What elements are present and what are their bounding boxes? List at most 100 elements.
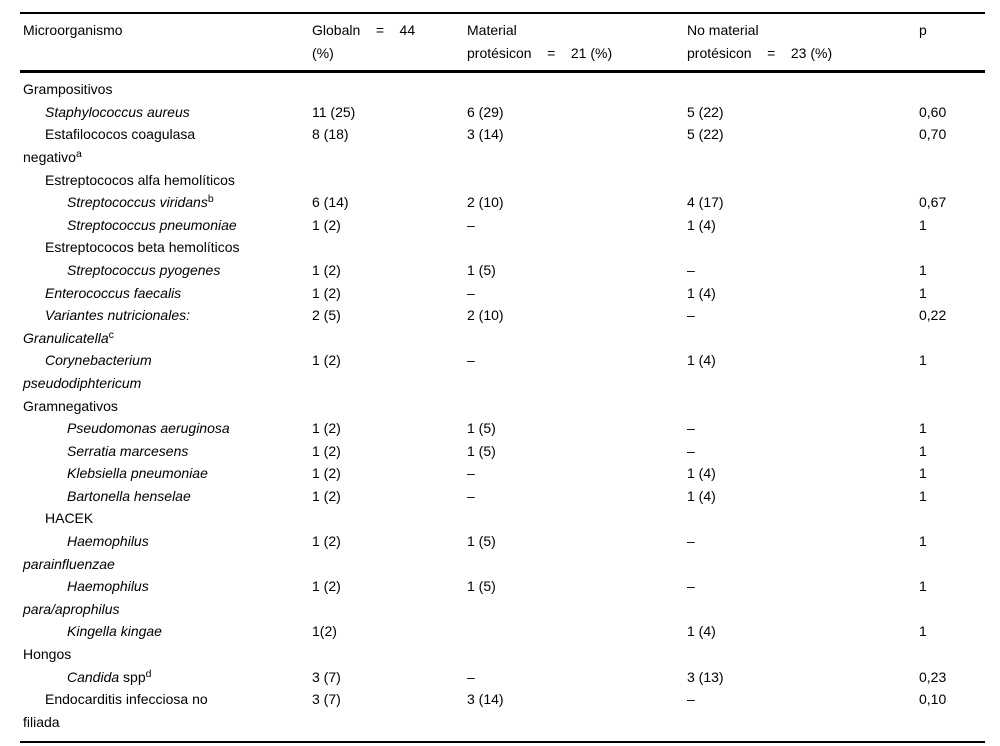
p-value: 0,23 [919, 668, 947, 685]
prosthetic-value: – [467, 216, 475, 233]
p-value [919, 236, 985, 259]
table-row-staphylococcus-aureus: Staphylococcus aureus 11 (25) 6 (29) 5 (22)… [20, 101, 985, 124]
p-value: 1 [919, 216, 927, 233]
label-text: Bartonella henselae [67, 487, 191, 504]
footnote-marker: c [108, 328, 114, 341]
p-value: 1 [919, 284, 927, 301]
header-microorganism: Microorganismo [20, 13, 312, 74]
table-row-section-hongos: Hongos [20, 643, 985, 666]
table-row-estafilococos-coagulasa-negativo: Estafilococos coagulasa negativoa 8 (18) 3… [20, 123, 985, 168]
footnote-marker: b [207, 193, 214, 206]
global-value: 3 (7) [312, 668, 341, 685]
global-value: 1 (2) [312, 487, 341, 504]
global-value: 1 (2) [312, 284, 341, 301]
p-value: 1 [919, 442, 927, 459]
table-row-estreptococos-beta-hemoliticos: Estreptococos beta hemolíticos [20, 236, 985, 259]
microorganism-label: Streptococcus pyogenes [20, 259, 312, 282]
no-prosthetic-value [687, 507, 919, 530]
global-value [312, 236, 467, 259]
no-prosthetic-value: 5 (22) [687, 126, 724, 143]
prosthetic-value [467, 507, 687, 530]
microorganism-label: Pseudomonas aeruginosa [20, 417, 312, 440]
header-no-prosthetic-material: No material protésicon = 23 (%) [687, 13, 919, 74]
no-prosthetic-value: 1 (4) [687, 352, 716, 369]
table-row-haemophilus-parainfluenzae: Haemophilus parainfluenzae 1 (2) 1 (5) – 1 [20, 530, 985, 575]
no-prosthetic-value: 1 (4) [687, 284, 716, 301]
label-text: Variantes nutricionales: Granulicatella [23, 307, 191, 346]
prosthetic-value: 3 (14) [467, 691, 504, 708]
label-text: Estreptococos beta hemolíticos [45, 239, 240, 256]
microorganism-label: Estreptococos alfa hemolíticos [20, 169, 312, 192]
microorganism-label: Grampositivos [20, 72, 312, 101]
microorganism-label: Klebsiella pneumoniae [20, 462, 312, 485]
prosthetic-value [467, 236, 687, 259]
p-value [919, 72, 985, 101]
label-text: Gramnegativos [23, 397, 118, 414]
label-text: Candida [67, 668, 120, 685]
table-header-row: Microorganismo Globaln = 44 (%) Material… [20, 13, 985, 74]
microorganism-table: Microorganismo Globaln = 44 (%) Material… [20, 12, 985, 744]
label-text: Grampositivos [23, 81, 113, 98]
p-value: 1 [919, 578, 927, 595]
microorganism-label: Streptococcus viridansb [20, 191, 312, 214]
microorganism-label: Endocarditis infecciosa no filiada [20, 688, 312, 742]
table-row-streptococcus-viridans: Streptococcus viridansb 6 (14) 2 (10) 4 (17… [20, 191, 985, 214]
label-text: Staphylococcus aureus [45, 103, 190, 120]
microorganism-label: Haemophilus para/aprophilus [20, 575, 312, 620]
microorganism-label: Estreptococos beta hemolíticos [20, 236, 312, 259]
p-value: 0,60 [919, 103, 947, 120]
prosthetic-value: 1 (5) [467, 578, 496, 595]
no-prosthetic-value: 1 (4) [687, 487, 716, 504]
p-value [919, 643, 985, 666]
p-value: 1 [919, 261, 927, 278]
global-value [312, 72, 467, 101]
prosthetic-value: – [467, 668, 475, 685]
prosthetic-value: – [467, 352, 475, 369]
no-prosthetic-value: 5 (22) [687, 103, 724, 120]
label-text: Streptococcus viridans [67, 194, 208, 211]
label-text: Streptococcus pneumoniae [67, 216, 237, 233]
table-row-pseudomonas-aeruginosa: Pseudomonas aeruginosa 1 (2) 1 (5) – 1 [20, 417, 985, 440]
table-row-endocarditis-infecciosa-no-filiada: Endocarditis infecciosa no filiada 3 (7) 3… [20, 688, 985, 742]
no-prosthetic-value: – [687, 578, 695, 595]
prosthetic-value: 2 (10) [467, 307, 504, 324]
table-row-klebsiella-pneumoniae: Klebsiella pneumoniae 1 (2) – 1 (4) 1 [20, 462, 985, 485]
table-row-section-grampositivos: Grampositivos [20, 72, 985, 101]
prosthetic-value [467, 72, 687, 101]
prosthetic-value: 1 (5) [467, 442, 496, 459]
microorganism-label: Staphylococcus aureus [20, 101, 312, 124]
table-row-candida-spp: Candida sppd 3 (7) –3 (13) 0,23 [20, 666, 985, 689]
no-prosthetic-value [687, 72, 919, 101]
p-value: 1 [919, 487, 927, 504]
prosthetic-value: 3 (14) [467, 126, 504, 143]
no-prosthetic-value: – [687, 420, 695, 437]
microorganism-label: HACEK [20, 507, 312, 530]
p-value: 0,67 [919, 194, 947, 211]
global-value: 1 (2) [312, 578, 341, 595]
p-value: 1 [919, 352, 927, 369]
label-text: Pseudomonas aeruginosa [67, 420, 230, 437]
no-prosthetic-value: – [687, 442, 695, 459]
label-text: Hongos [23, 646, 72, 663]
p-value [919, 169, 985, 192]
no-prosthetic-value [687, 236, 919, 259]
p-value: 0,70 [919, 126, 947, 143]
no-prosthetic-value [687, 643, 919, 666]
microorganism-label: Hongos [20, 643, 312, 666]
footnote-marker: d [145, 667, 152, 680]
no-prosthetic-value [687, 395, 919, 418]
p-value: 1 [919, 465, 927, 482]
label-text: Serratia marcesens [67, 442, 189, 459]
global-value: 1 (2) [312, 442, 341, 459]
table-row-enterococcus-faecalis: Enterococcus faecalis 1 (2) – 1 (4) 1 [20, 282, 985, 305]
label-text: Enterococcus faecalis [45, 284, 182, 301]
p-value: 1 [919, 533, 927, 550]
table-row-estreptococos-alfa-hemoliticos: Estreptococos alfa hemolíticos [20, 169, 985, 192]
global-value: 1 (2) [312, 216, 341, 233]
prosthetic-value [467, 643, 687, 666]
footnote-marker: a [75, 147, 82, 160]
table-header: Microorganismo Globaln = 44 (%) Material… [20, 13, 985, 74]
no-prosthetic-value [687, 169, 919, 192]
label-text: Estafilococos coagulasa negativo [23, 126, 196, 165]
table-row-corynebacterium-pseudodiphtericum: Corynebacterium pseudodiphtericum 1 (2) – 1… [20, 349, 985, 394]
